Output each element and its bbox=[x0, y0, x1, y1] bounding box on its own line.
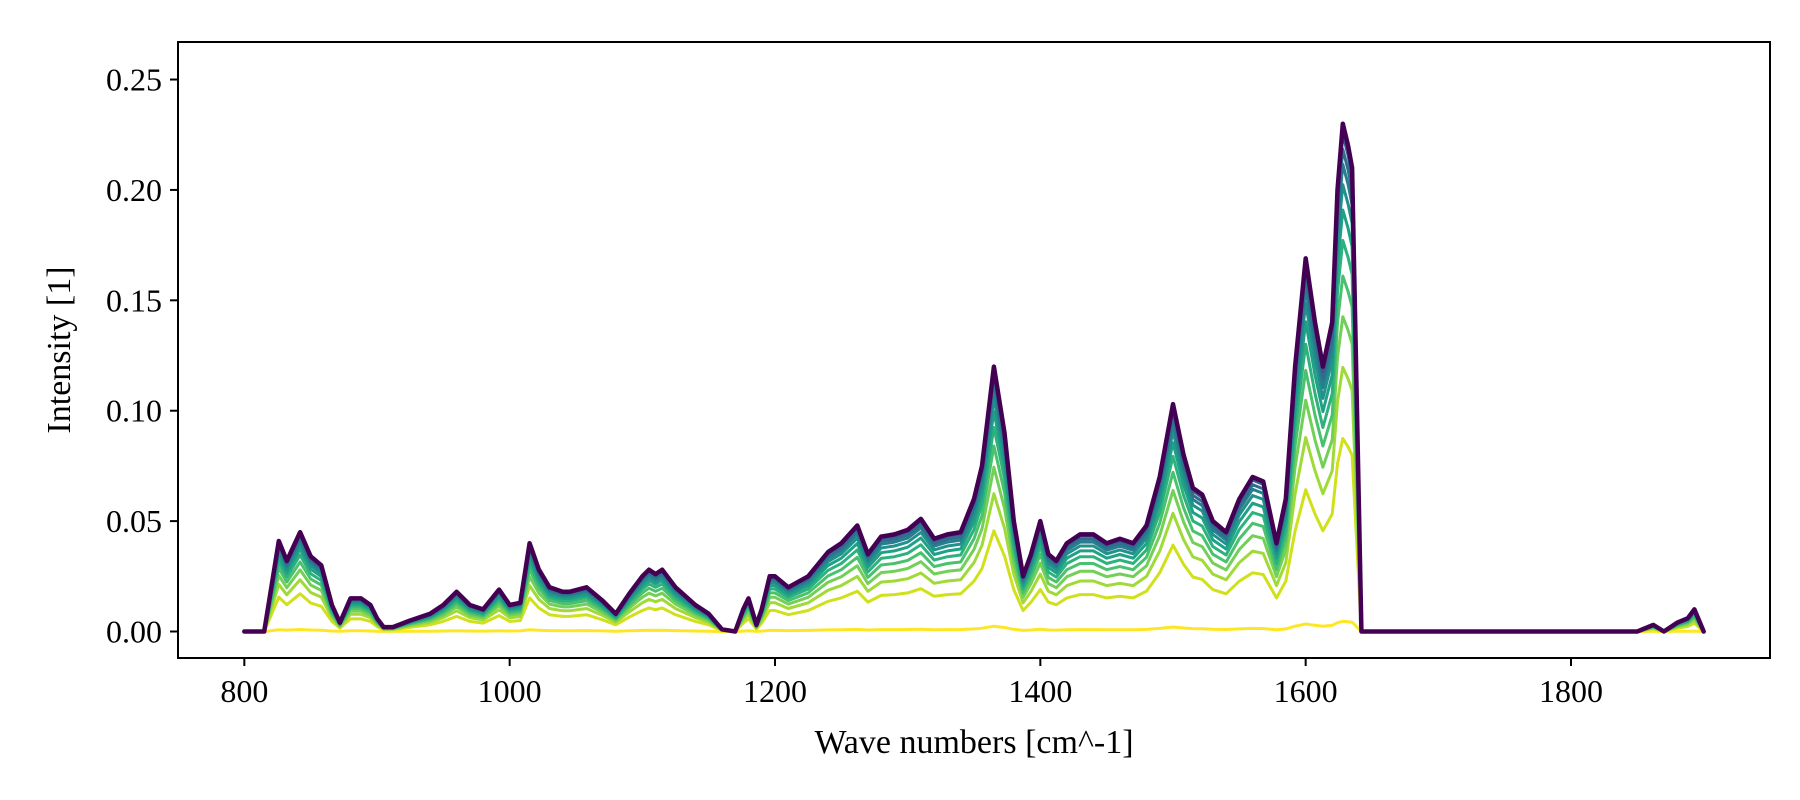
spectrum-series-line bbox=[242, 437, 1706, 633]
x-tick-label: 1600 bbox=[1274, 673, 1338, 709]
x-axis: 800 1000 1200 1400 1600 1800 bbox=[220, 658, 1603, 709]
y-axis: 0.00 0.05 0.10 0.15 0.20 0.25 bbox=[106, 62, 178, 650]
y-tick-label: 0.15 bbox=[106, 282, 162, 318]
y-tick-label: 0.00 bbox=[106, 614, 162, 650]
series-group bbox=[242, 121, 1706, 634]
y-tick-label: 0.10 bbox=[106, 393, 162, 429]
x-axis-label: Wave numbers [cm^-1] bbox=[814, 724, 1133, 761]
y-tick-label: 0.20 bbox=[106, 172, 162, 208]
spectrum-series-line bbox=[242, 365, 1706, 633]
spectrum-series-line bbox=[242, 315, 1706, 633]
spectrum-series-line bbox=[242, 121, 1706, 634]
y-tick-label: 0.05 bbox=[106, 503, 162, 539]
plot-frame bbox=[177, 41, 1771, 659]
x-tick-label: 1000 bbox=[478, 673, 542, 709]
x-tick-label: 1400 bbox=[1008, 673, 1072, 709]
spectrum-series-line bbox=[242, 274, 1706, 633]
x-tick-label: 800 bbox=[220, 673, 268, 709]
spectrum-series-line bbox=[242, 619, 1706, 633]
y-tick-label: 0.25 bbox=[106, 62, 162, 98]
plot-background bbox=[178, 42, 1770, 658]
y-axis-label: Intensity [1] bbox=[41, 266, 78, 433]
x-tick-label: 1800 bbox=[1539, 673, 1603, 709]
x-tick-label: 1200 bbox=[743, 673, 807, 709]
